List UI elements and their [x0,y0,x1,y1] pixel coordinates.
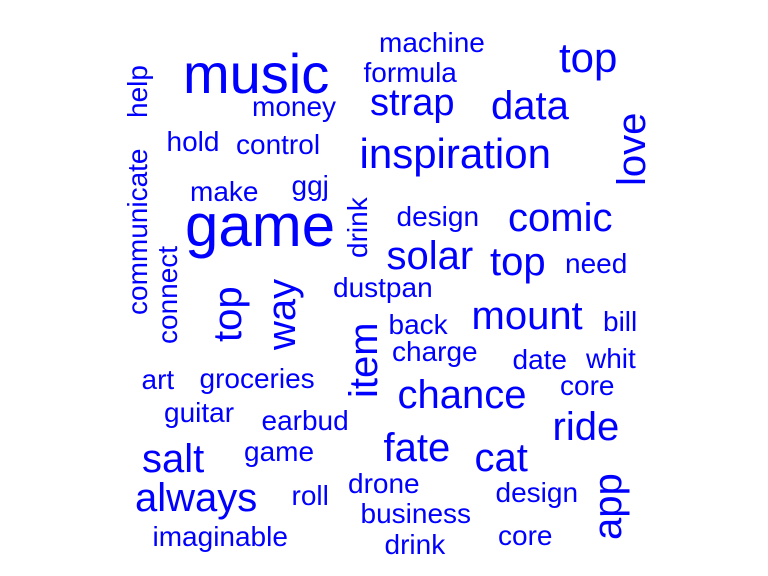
word-item: item [342,322,386,398]
word-hold: hold [166,126,220,157]
word-fate: fate [383,426,451,470]
word-communicate: communicate [122,148,153,315]
word-strap: strap [370,82,455,124]
word-imaginable: imaginable [152,521,288,552]
word-love: love [610,112,654,186]
word-formula: formula [363,57,457,88]
word-roll: roll [291,480,329,511]
word-dustpan: dustpan [333,272,433,303]
word-core-2: core [498,520,553,551]
word-inspiration: inspiration [359,130,551,177]
word-money: money [252,91,337,122]
word-design-1: design [396,201,480,232]
word-top-2: top [490,240,546,284]
word-back: back [388,309,448,340]
word-business: business [360,498,472,529]
word-chance: chance [397,373,527,417]
word-drink-2: drink [384,529,446,560]
word-music: music [183,42,330,105]
word-art: art [141,364,175,395]
word-ride: ride [552,405,620,449]
word-date: date [512,344,568,375]
word-app: app [586,473,630,540]
word-help: help [122,65,153,118]
word-always: always [135,476,258,520]
word-drink-1: drink [342,197,373,258]
word-salt: salt [142,437,205,481]
word-mount: mount [471,294,583,338]
word-top-3: top [206,286,250,342]
word-data: data [491,84,569,128]
word-ggj: ggj [291,170,329,201]
word-make: make [190,176,259,207]
word-drone: drone [348,468,420,499]
word-comic: comic [508,196,613,240]
word-game-small: game [244,436,315,467]
word-bill: bill [603,306,638,337]
word-core-1: core [560,370,615,401]
word-groceries: groceries [199,363,315,394]
word-whit: whit [586,343,636,374]
word-solar: solar [386,234,474,278]
word-way: way [260,278,304,350]
word-top-1: top [559,34,618,81]
word-control: control [236,129,321,160]
word-need: need [565,248,628,279]
word-design-2: design [495,477,579,508]
word-cat: cat [474,436,528,480]
word-connect: connect [152,245,183,344]
word-guitar: guitar [164,397,235,428]
word-machine: machine [379,27,485,58]
word-earbud: earbud [261,405,349,436]
word-charge: charge [392,336,478,367]
word-game-large: game [185,192,336,259]
